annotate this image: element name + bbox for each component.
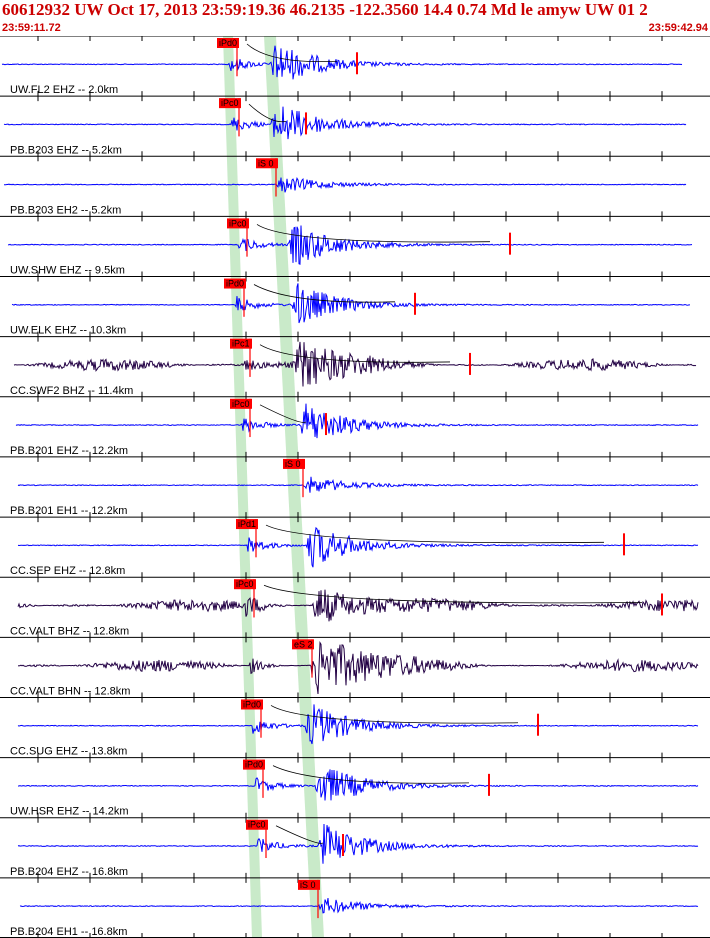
station-label: PB.B204 EH1 -- 16.8km <box>10 926 127 938</box>
coda-curve <box>253 284 396 303</box>
station-label: CC.SEP EHZ -- 12.8km <box>10 565 125 577</box>
waveform <box>17 641 699 695</box>
coda-curve <box>246 43 338 63</box>
trace-panels: iPd0 UW.FL2 EHZ -- 2.0km iPc0 PB.B203 EHZ -… <box>0 36 710 938</box>
station-label: PB.B201 EH1 -- 12.2km <box>10 505 127 517</box>
coda-curve <box>259 404 307 423</box>
s-window-band <box>264 36 324 938</box>
waveform <box>13 341 697 387</box>
pick-label-box[interactable] <box>224 278 246 289</box>
trace-panel[interactable]: iS 0 PB.B201 EH1 -- 12.2km <box>0 456 710 518</box>
trace-panel[interactable]: iPc0 UW.SHW EHZ -- 9.5km <box>0 215 710 277</box>
trace-panel[interactable]: iS 0 PB.B203 EH2 -- 5.2km <box>0 155 710 217</box>
pick-label-box[interactable] <box>241 699 263 710</box>
station-label: UW.HSR EHZ -- 14.2km <box>10 806 129 818</box>
pick-label: iPc0 <box>236 579 254 589</box>
pick-label: iPc0 <box>229 218 247 228</box>
pick-label: iPd0 <box>243 699 261 709</box>
station-label: PB.B201 EHZ -- 12.2km <box>10 445 128 457</box>
pick-label-box[interactable] <box>246 819 268 830</box>
station-label: PB.B203 EHZ -- 5.2km <box>10 144 122 156</box>
waveform <box>17 589 699 622</box>
waveform <box>3 176 687 193</box>
trace-panel[interactable]: iPc1 CC.SWF2 BHZ -- 11.4km <box>0 336 710 397</box>
pick-label-box[interactable] <box>298 879 320 890</box>
pick-label-box[interactable] <box>230 338 252 349</box>
waveform <box>11 283 690 324</box>
trace-panel[interactable]: iPc0 PB.B204 EHZ -- 16.8km <box>0 817 710 878</box>
station-label: CC.SUG EHZ -- 13.8km <box>10 746 127 758</box>
seismogram-plot: iPd0 UW.FL2 EHZ -- 2.0km iPc0 PB.B203 EHZ -… <box>0 36 710 938</box>
event-title: 60612932 UW Oct 17, 2013 23:59:19.36 46.… <box>2 0 648 19</box>
pick-label: iPd0 <box>226 279 244 289</box>
trace-panel[interactable]: iPd0 UW.HSR EHZ -- 14.2km <box>0 757 710 818</box>
pick-label-box[interactable] <box>217 38 239 48</box>
waveform <box>17 823 699 864</box>
station-label: CC.SWF2 BHZ -- 11.4km <box>10 385 133 397</box>
station-label: PB.B204 EHZ -- 16.8km <box>10 866 128 878</box>
pick-label: iPc0 <box>248 820 266 830</box>
pick-label-box[interactable] <box>283 458 305 469</box>
pick-label-box[interactable] <box>292 639 314 650</box>
pick-label: iS 0 <box>300 880 316 890</box>
pick-label: iPc0 <box>232 399 250 409</box>
pick-label: eS 2 <box>294 639 313 649</box>
coda-curve <box>272 765 470 784</box>
trace-panel[interactable]: iPc0 PB.B203 EHZ -- 5.2km <box>0 95 710 157</box>
waveform <box>19 898 699 914</box>
time-ticks <box>223 36 324 938</box>
station-label: CC.VALT BHZ -- 12.8km <box>10 625 129 637</box>
trace-panel[interactable]: iPc0 CC.VALT BHZ -- 12.8km <box>0 576 710 638</box>
start-time: 23:59:11.72 <box>2 22 61 34</box>
coda-curve <box>259 344 451 363</box>
trace-panel[interactable]: iS 0 PB.B204 EH1 -- 16.8km <box>0 877 710 938</box>
station-label: UW.SHW EHZ -- 9.5km <box>10 265 125 277</box>
pick-label-box[interactable] <box>219 98 241 109</box>
pick-label: iPd0 <box>219 38 237 48</box>
waveform <box>7 225 693 265</box>
pick-label-box[interactable] <box>243 759 265 770</box>
coda-curve <box>265 524 605 544</box>
station-label: CC.VALT BHN -- 12.8km <box>10 685 130 697</box>
coda-curve <box>270 705 519 724</box>
pick-label: iPc0 <box>221 98 239 108</box>
waveform <box>18 769 699 801</box>
pick-label-box[interactable] <box>227 218 249 229</box>
pick-label-box[interactable] <box>230 398 252 409</box>
coda-curve <box>256 224 491 243</box>
pick-label: iPc1 <box>232 339 250 349</box>
waveform <box>17 476 699 493</box>
waveform <box>17 526 699 568</box>
trace-panel[interactable]: iPc0 PB.B201 EHZ -- 12.2km <box>0 396 710 457</box>
station-label: PB.B203 EH2 -- 5.2km <box>10 204 121 216</box>
waveform <box>17 704 699 745</box>
coda-curve <box>275 825 324 844</box>
p-window-band <box>223 36 262 938</box>
coda-curve <box>263 584 643 604</box>
waveform <box>1 45 683 80</box>
pick-label-box[interactable] <box>234 579 256 590</box>
pick-label: iS 0 <box>285 459 301 469</box>
trace-panel[interactable]: iPd0 UW.ELK EHZ -- 10.3km <box>0 276 710 337</box>
end-time: 23:59:42.94 <box>648 22 708 34</box>
trace-panel[interactable]: iPd1 CC.SEP EHZ -- 12.8km <box>0 516 710 578</box>
waveform <box>15 403 699 439</box>
pick-label: iS 0 <box>258 158 274 168</box>
station-label: UW.ELK EHZ -- 10.3km <box>10 325 126 337</box>
trace-panel[interactable]: iPd0 CC.SUG EHZ -- 13.8km <box>0 696 710 758</box>
pick-label-box[interactable] <box>256 158 278 169</box>
header: 60612932 UW Oct 17, 2013 23:59:19.36 46.… <box>0 0 710 36</box>
station-label: UW.FL2 EHZ -- 2.0km <box>10 84 118 96</box>
pick-label-box[interactable] <box>236 519 258 530</box>
pick-label: iPd1 <box>238 519 256 529</box>
waveform <box>3 106 687 140</box>
trace-panel[interactable]: eS 2 CC.VALT BHN -- 12.8km <box>0 636 710 698</box>
coda-curve <box>248 103 287 123</box>
pick-label: iPd0 <box>245 760 263 770</box>
trace-panel[interactable]: iPd0 UW.FL2 EHZ -- 2.0km <box>0 36 710 97</box>
